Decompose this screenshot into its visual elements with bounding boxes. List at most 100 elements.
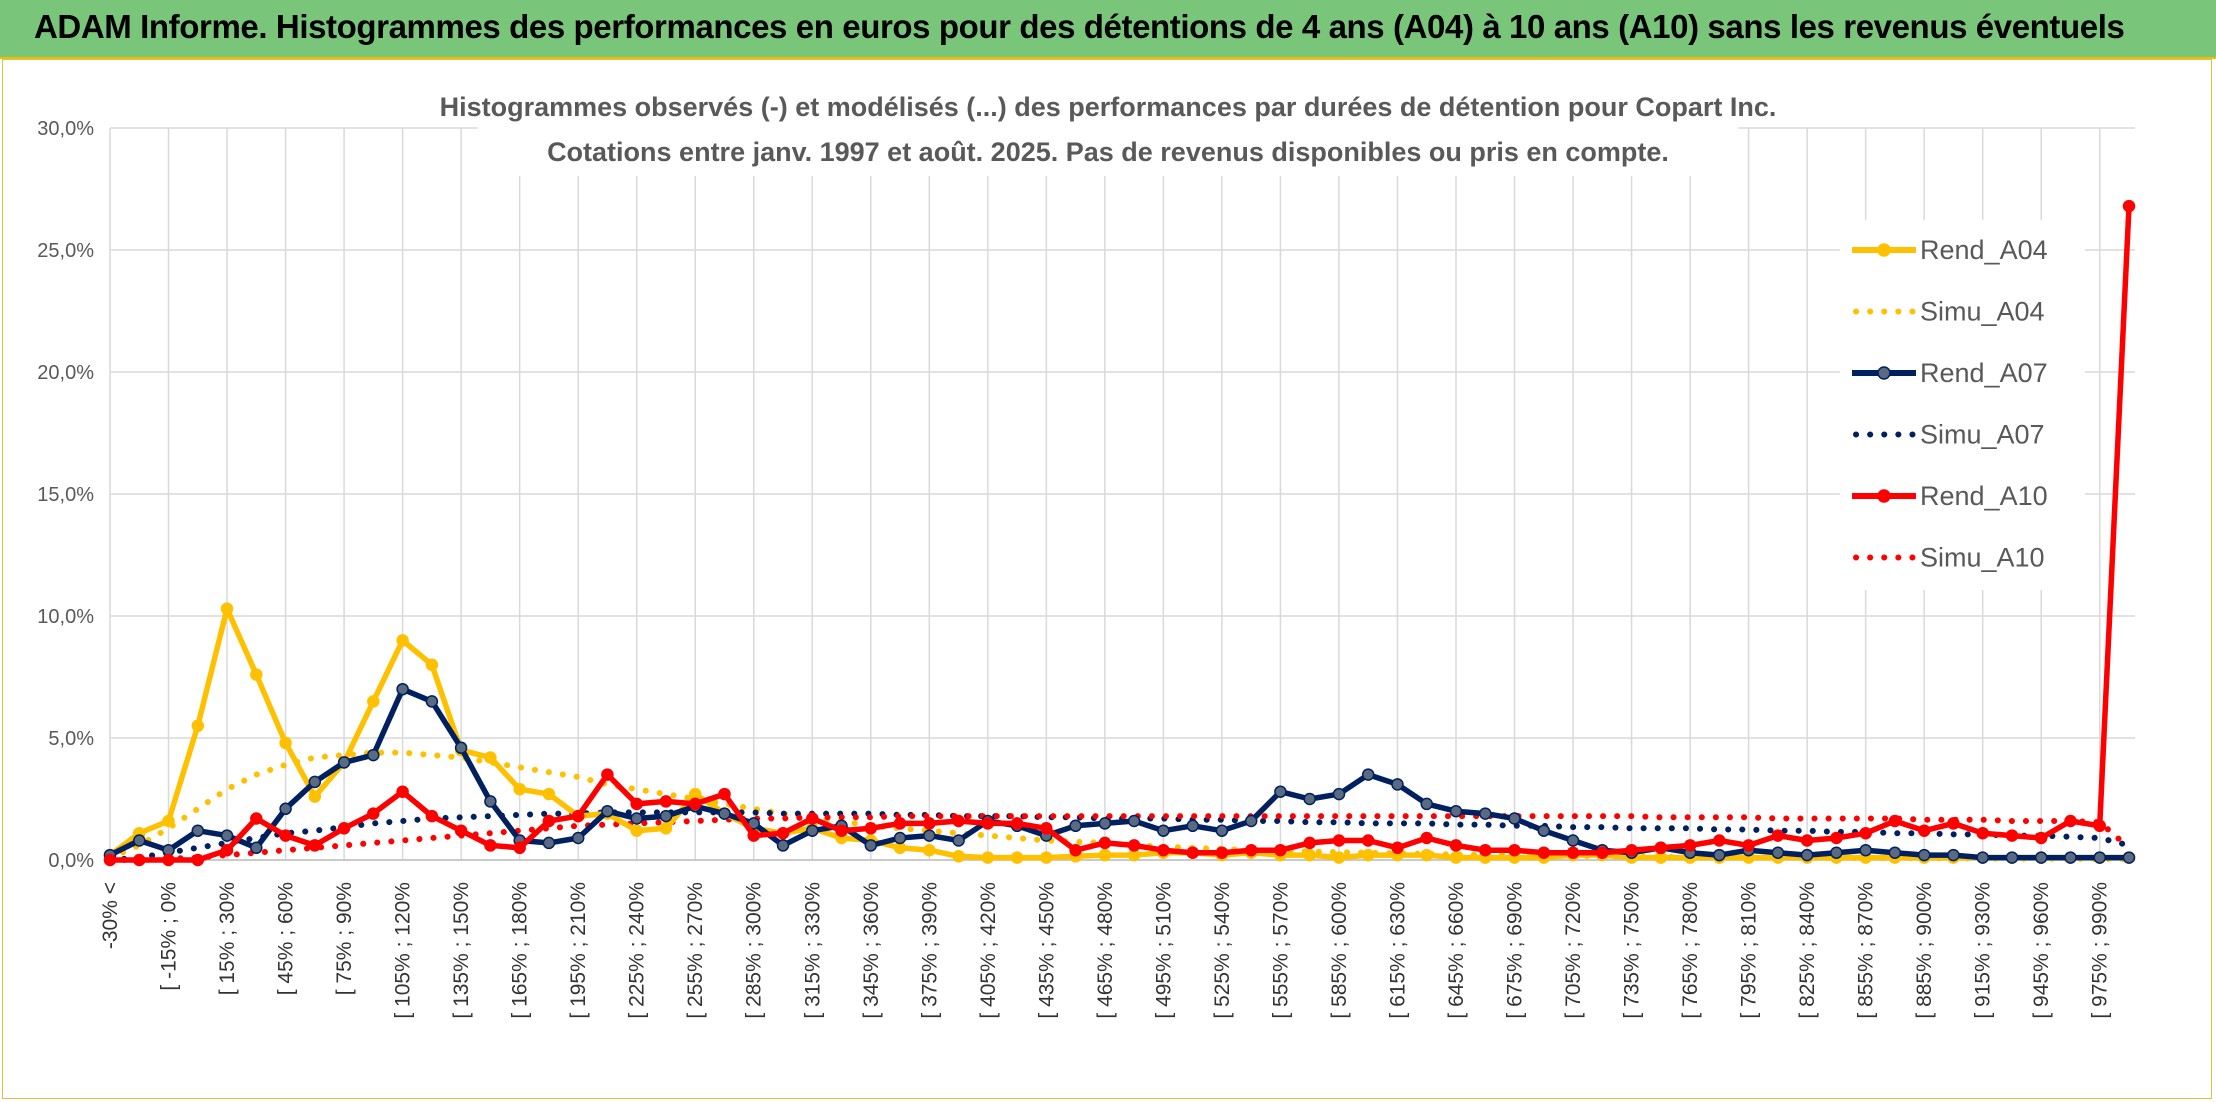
data-point <box>279 829 292 842</box>
data-point <box>1449 804 1463 818</box>
data-point <box>2093 851 2106 864</box>
data-point <box>1157 843 1170 857</box>
data-point <box>1391 778 1404 791</box>
data-point <box>981 817 995 830</box>
x-tick-label: [ -15% ; 0% <box>158 882 181 991</box>
data-point <box>1625 843 1638 857</box>
data-point <box>864 822 878 835</box>
data-point <box>1010 817 1024 830</box>
data-point <box>484 751 497 764</box>
y-axis: 0,0% 5,0% 10,0% 15,0% 20,0% 25,0% 30,0% <box>37 118 94 872</box>
data-point <box>1654 841 1668 855</box>
data-point <box>279 736 292 750</box>
data-point <box>1098 836 1112 850</box>
data-point <box>1274 785 1287 798</box>
data-point <box>1859 843 1872 857</box>
data-point <box>1098 848 1112 862</box>
data-point <box>133 853 146 867</box>
data-point <box>923 817 936 830</box>
legend-item-Simu_A07: Simu_A07 <box>1853 420 2045 450</box>
data-point <box>1742 839 1755 852</box>
data-point <box>191 853 205 867</box>
data-point <box>2005 829 2019 842</box>
x-tick-label: [ 795% ; 810% <box>1738 882 1761 1019</box>
legend-label: Simu_A07 <box>1920 420 2045 450</box>
data-point <box>659 822 673 835</box>
data-point <box>425 695 439 708</box>
data-point <box>659 809 673 823</box>
data-point <box>220 829 234 842</box>
data-point <box>630 824 643 837</box>
data-point <box>1508 812 1521 825</box>
data-point <box>893 817 907 830</box>
y-tick-label: 20,0% <box>37 362 94 384</box>
data-point <box>1537 824 1551 837</box>
x-tick-label: [ 615% ; 630% <box>1386 882 1409 1019</box>
x-tick-label: [ 885% ; 900% <box>1913 882 1936 1019</box>
data-point <box>367 807 380 820</box>
data-point <box>250 668 263 681</box>
x-tick-label: [ 405% ; 420% <box>977 882 1000 1019</box>
data-point <box>1127 814 1141 828</box>
data-point <box>1713 848 1726 862</box>
x-tick-label: [ 525% ; 540% <box>1211 882 1234 1019</box>
legend-background <box>1840 220 2085 590</box>
data-point <box>806 824 819 837</box>
data-point <box>191 719 205 733</box>
data-point <box>1449 839 1463 852</box>
data-point <box>454 824 468 837</box>
data-point <box>2064 851 2077 864</box>
data-point <box>1332 787 1346 801</box>
legend-label: Rend_A10 <box>1920 481 2048 511</box>
data-point <box>2064 814 2077 828</box>
series-Simu_A10 <box>107 813 2132 863</box>
x-tick-label: -30% < <box>99 882 122 949</box>
data-point <box>864 839 878 852</box>
x-tick-label: [ 315% ; 330% <box>801 882 824 1019</box>
data-point <box>1976 851 1989 864</box>
data-point <box>220 602 234 615</box>
data-point <box>1391 841 1404 855</box>
data-point <box>279 802 292 816</box>
data-point <box>1215 846 1229 859</box>
data-point <box>835 824 848 837</box>
data-point <box>1888 814 1902 828</box>
x-tick-label: [ 225% ; 240% <box>626 882 649 1019</box>
page-title: ADAM Informe. Histogrammes des performan… <box>34 8 2125 45</box>
series-Rend_A10 <box>103 199 2136 867</box>
data-point <box>1449 851 1463 864</box>
data-point <box>630 797 643 811</box>
legend-marker <box>1877 366 1891 380</box>
x-tick-label: [ 255% ; 270% <box>684 882 707 1019</box>
data-point <box>1186 846 1199 859</box>
data-point <box>1566 846 1580 859</box>
x-tick-label: [ 165% ; 180% <box>509 882 532 1019</box>
y-tick-label: 15,0% <box>37 484 94 506</box>
data-point <box>2093 819 2106 833</box>
header-bar: ADAM Informe. Histogrammes des performan… <box>0 0 2216 59</box>
data-point <box>1479 843 1492 857</box>
data-point <box>952 834 965 847</box>
data-point <box>133 834 146 847</box>
data-point <box>1859 826 1872 840</box>
data-point <box>1332 834 1346 847</box>
data-point <box>571 831 585 845</box>
data-point <box>1771 846 1785 859</box>
data-point <box>1537 846 1551 859</box>
data-point <box>1215 824 1229 837</box>
data-point <box>396 634 409 647</box>
data-point <box>337 822 351 835</box>
data-point <box>1244 814 1258 828</box>
data-point <box>396 785 409 798</box>
data-point <box>513 841 526 855</box>
data-point <box>1420 831 1433 845</box>
data-point <box>2034 831 2048 845</box>
y-tick-label: 0,0% <box>48 850 94 872</box>
x-tick-label: [ 645% ; 660% <box>1445 882 1468 1019</box>
data-point <box>484 839 497 852</box>
chart-title: Histogrammes observés (-) et modélisés (… <box>440 92 1777 122</box>
data-point <box>893 831 907 845</box>
chart-legend: Rend_A04 Simu_A04 Rend_A07 Simu_A07 Rend_A10… <box>1840 220 2085 590</box>
x-tick-label: [ 135% ; 150% <box>450 882 473 1019</box>
